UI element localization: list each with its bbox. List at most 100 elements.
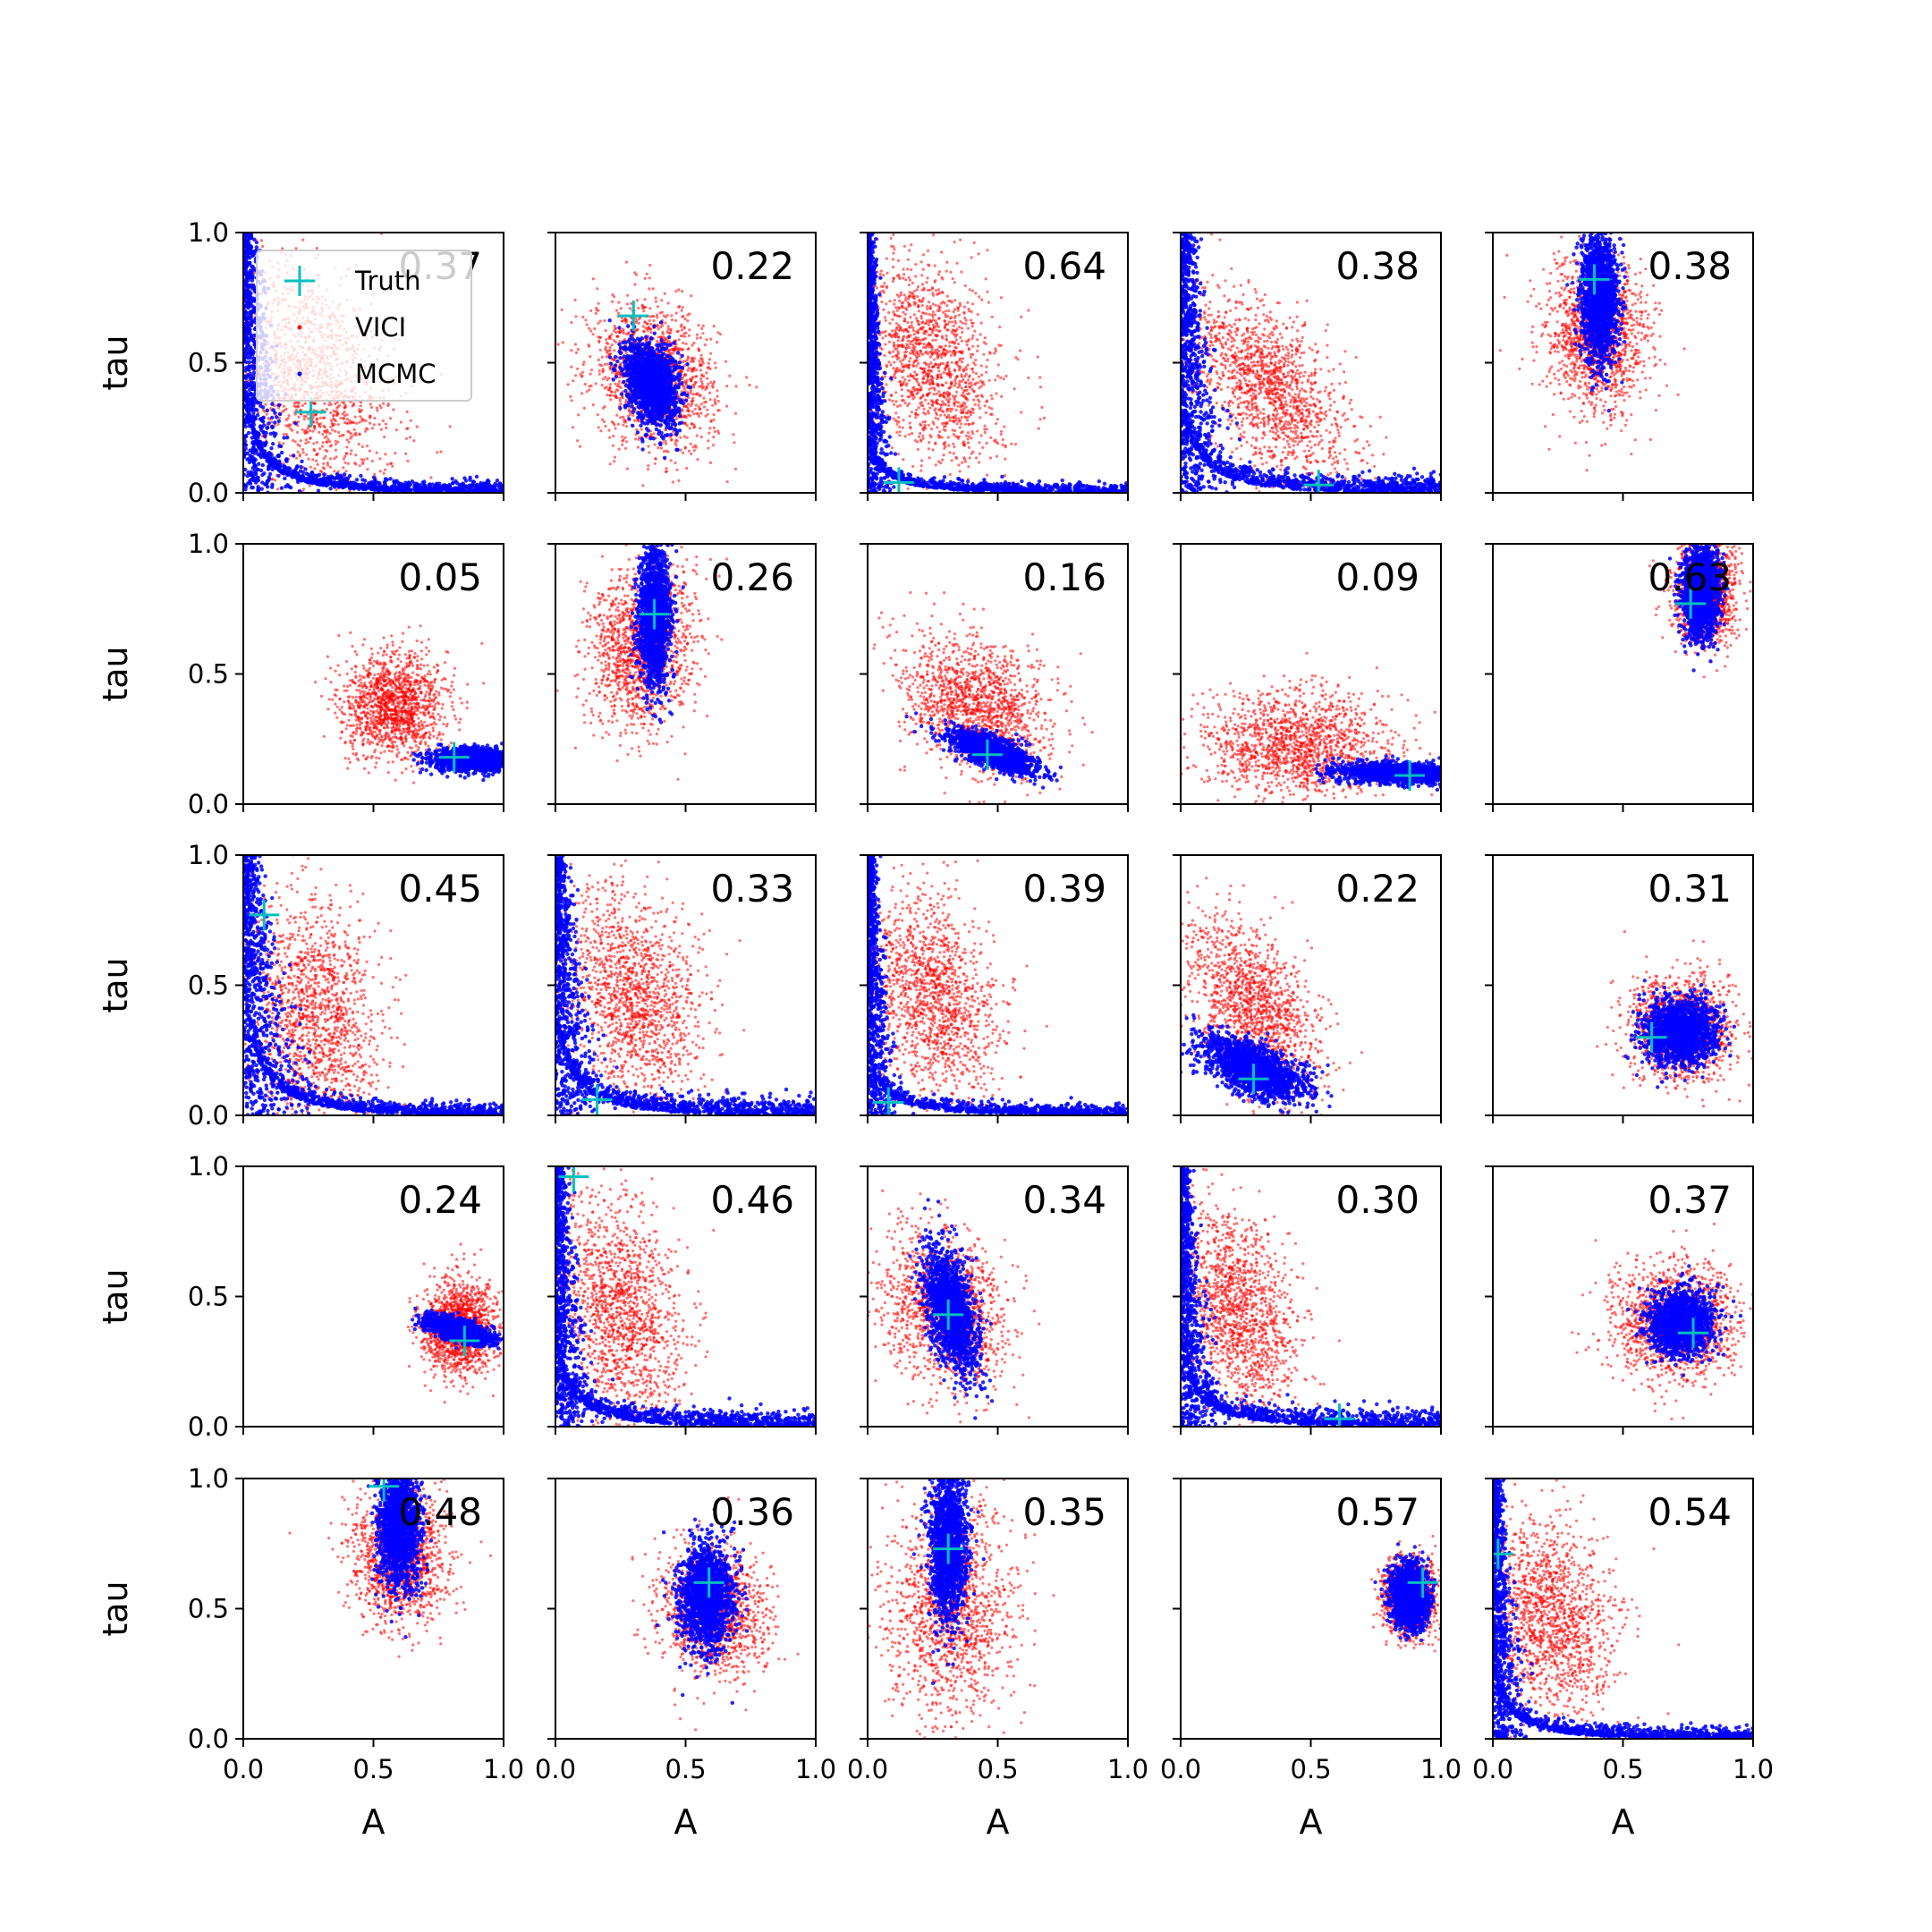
vici-point	[574, 343, 577, 345]
vici-point	[332, 424, 335, 427]
vici-point	[343, 421, 346, 424]
vici-point	[354, 416, 357, 419]
vici-point	[660, 299, 663, 301]
vici-point	[691, 357, 693, 360]
vici-point	[305, 438, 308, 441]
vici-point	[285, 419, 288, 421]
vici-point	[404, 453, 407, 455]
mcmc-point	[246, 474, 250, 478]
y-tick-label: 1.0	[188, 217, 229, 248]
vici-point	[702, 325, 705, 327]
vici-point	[709, 381, 712, 384]
vici-point	[676, 469, 679, 471]
mcmc-point	[419, 487, 423, 490]
vici-point	[683, 360, 686, 362]
vici-point	[696, 393, 699, 395]
vici-point	[348, 441, 351, 444]
vici-point	[589, 329, 592, 332]
mcmc-point	[360, 486, 364, 489]
vici-point	[321, 445, 324, 447]
vici-point	[713, 427, 716, 429]
vici-point	[733, 441, 735, 444]
vici-point	[625, 440, 628, 443]
mcmc-point	[440, 484, 444, 487]
mcmc-point	[280, 451, 284, 454]
vici-point	[608, 366, 611, 369]
vici-point	[714, 430, 716, 433]
vici-point	[590, 385, 593, 387]
vici-point	[646, 273, 648, 275]
vici-point	[260, 239, 263, 242]
vici-point	[339, 435, 342, 437]
vici-point	[333, 470, 335, 472]
vici-point	[640, 428, 643, 431]
vici-point	[701, 358, 704, 360]
vici-point	[666, 314, 669, 317]
mcmc-point	[492, 485, 496, 488]
vici-point	[708, 368, 711, 370]
vici-point	[634, 437, 637, 440]
mcmc-point	[335, 476, 339, 479]
vici-point	[675, 418, 678, 420]
vici-point	[572, 379, 574, 382]
vici-point	[366, 428, 369, 430]
vici-point	[608, 349, 611, 352]
vici-point	[686, 424, 689, 427]
vici-point	[333, 413, 335, 416]
vici-point	[618, 448, 621, 451]
vici-point	[748, 384, 750, 386]
vici-point	[342, 417, 344, 419]
vici-point	[625, 333, 628, 335]
vici-point	[665, 440, 667, 443]
vici-point	[682, 452, 684, 454]
vici-point	[651, 315, 654, 318]
vici-point	[691, 423, 693, 426]
vici-point	[698, 360, 700, 362]
vici-point	[599, 336, 602, 339]
vici-point	[575, 352, 578, 354]
mcmc-point	[627, 417, 631, 420]
vici-point	[302, 487, 305, 490]
vici-point	[607, 377, 610, 379]
vici-point	[683, 326, 686, 329]
vici-point	[589, 373, 592, 376]
vici-point	[369, 450, 371, 453]
vici-point	[579, 373, 581, 376]
vici-point	[682, 342, 684, 344]
vici-point	[597, 341, 600, 343]
mcmc-point	[335, 472, 339, 476]
vici-point	[350, 449, 352, 452]
vici-point	[349, 436, 352, 439]
vici-point	[685, 343, 688, 345]
vici-point	[714, 401, 716, 403]
vici-point	[688, 450, 691, 453]
vici-point	[657, 335, 660, 338]
vici-point	[626, 302, 629, 305]
vici-point	[326, 438, 329, 441]
vici-point	[593, 327, 596, 330]
vici-point	[347, 462, 350, 465]
vici-point	[667, 328, 670, 331]
vici-point	[691, 384, 694, 386]
vici-point	[648, 307, 651, 309]
vici-point	[700, 354, 703, 357]
vici-point	[581, 316, 584, 318]
vici-point	[288, 414, 291, 417]
vici-point	[313, 448, 316, 451]
mcmc-point	[463, 487, 467, 491]
mcmc-point	[614, 375, 618, 378]
mcmc-point	[415, 482, 419, 486]
vici-point	[588, 388, 590, 391]
vici-point	[679, 436, 682, 439]
mcmc-point	[615, 360, 619, 363]
vici-point	[681, 328, 683, 331]
vici-point	[619, 402, 622, 405]
vici-point	[715, 367, 717, 369]
vici-point	[642, 330, 645, 333]
vici-point	[617, 383, 620, 386]
mcmc-point	[608, 355, 612, 359]
vici-point	[351, 404, 353, 407]
vici-point	[613, 460, 615, 462]
vici-point	[318, 431, 320, 434]
mcmc-point	[631, 411, 634, 414]
